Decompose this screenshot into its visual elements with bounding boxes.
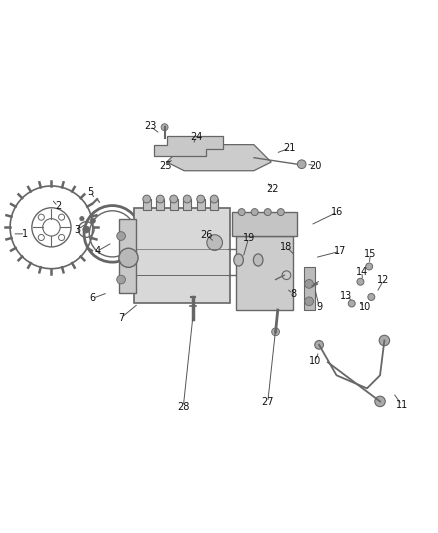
Circle shape [119,248,138,268]
Circle shape [264,208,271,215]
Text: 7: 7 [118,313,124,323]
Text: 13: 13 [340,291,352,301]
Text: 16: 16 [331,207,343,217]
Text: 2: 2 [55,201,61,212]
Circle shape [251,208,258,215]
Text: 14: 14 [356,266,368,277]
Text: 23: 23 [144,122,156,131]
Text: 20: 20 [309,160,322,171]
Polygon shape [167,144,271,171]
Text: 25: 25 [160,160,172,171]
Bar [237,236,293,310]
Circle shape [315,341,323,349]
Bar [184,199,191,210]
Bar [304,266,315,310]
Ellipse shape [253,254,263,266]
Text: 5: 5 [88,187,94,197]
Text: 22: 22 [266,184,278,194]
Circle shape [170,195,178,203]
Bar [156,199,164,210]
Circle shape [297,160,306,168]
FancyBboxPatch shape [134,208,230,303]
Bar [170,199,178,210]
Circle shape [305,297,314,305]
Circle shape [143,195,151,203]
Text: 6: 6 [90,293,96,303]
Text: 8: 8 [290,289,296,299]
Bar [119,219,136,293]
Text: 9: 9 [316,302,322,312]
Bar [197,199,205,210]
Bar [210,199,218,210]
Bar [232,212,297,236]
Polygon shape [154,136,223,156]
Circle shape [117,232,125,240]
Text: 21: 21 [283,143,296,153]
Circle shape [210,195,218,203]
Text: 15: 15 [364,249,377,260]
Text: 11: 11 [396,400,408,410]
Circle shape [379,335,390,346]
Circle shape [184,195,191,203]
Text: 26: 26 [201,230,213,240]
Circle shape [83,226,90,233]
Text: 12: 12 [377,276,390,286]
Ellipse shape [234,254,244,266]
Text: 24: 24 [190,132,202,142]
Circle shape [161,124,168,131]
Text: 18: 18 [280,242,293,252]
Circle shape [272,328,279,336]
Circle shape [366,263,373,270]
Circle shape [117,275,125,284]
Text: 19: 19 [243,233,255,243]
Text: 1: 1 [22,229,28,239]
Circle shape [197,195,205,203]
Circle shape [277,208,284,215]
Circle shape [238,208,245,215]
Text: 28: 28 [177,402,190,411]
Text: 10: 10 [309,357,321,366]
Circle shape [368,294,375,301]
Circle shape [173,151,182,160]
Circle shape [156,195,164,203]
Circle shape [375,396,385,407]
Text: 3: 3 [74,224,81,235]
Circle shape [80,216,84,221]
Text: 4: 4 [94,246,100,256]
Text: 10: 10 [359,302,371,312]
Text: 17: 17 [334,246,346,256]
Circle shape [348,300,355,307]
Circle shape [305,279,314,288]
Bar [143,199,151,210]
Circle shape [207,235,223,251]
Text: 27: 27 [261,397,274,407]
Circle shape [90,218,95,223]
Circle shape [357,278,364,285]
